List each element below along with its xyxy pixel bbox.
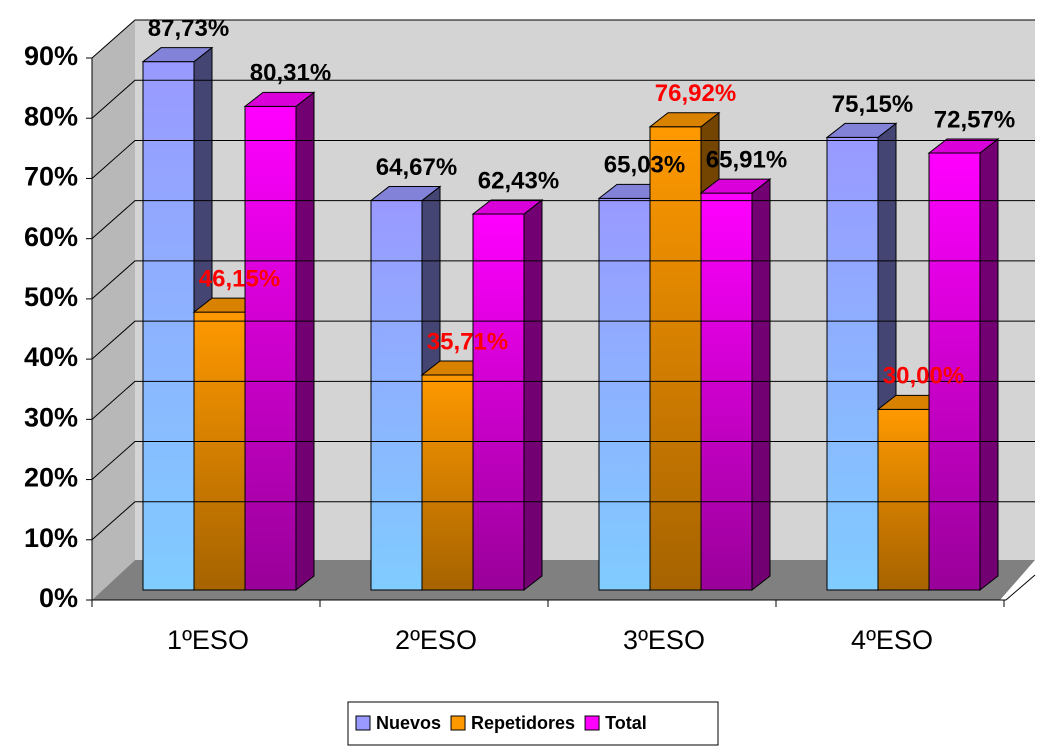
bar-top <box>243 91 316 107</box>
legend-swatch <box>355 715 371 731</box>
grid-line <box>91 19 1035 59</box>
back-wall <box>135 20 1035 560</box>
legend-label: Nuevos <box>376 713 441 733</box>
y-tick-label: 20% <box>24 463 78 493</box>
value-label: 64,67% <box>376 154 457 181</box>
bar <box>472 213 525 591</box>
bar <box>370 200 423 591</box>
bar <box>598 197 651 591</box>
y-tick-label: 0% <box>39 583 78 613</box>
bar <box>193 311 246 591</box>
bar <box>700 192 753 591</box>
value-label: 46,15% <box>199 265 280 292</box>
y-tick-label: 10% <box>24 523 78 553</box>
value-label: 30,00% <box>883 363 964 390</box>
grid-line <box>91 200 1035 240</box>
value-label: 62,43% <box>478 167 559 194</box>
bars <box>141 46 1000 592</box>
x-tick-label: 2ºESO <box>395 625 477 655</box>
bar <box>826 136 879 591</box>
floor-edge <box>1005 574 1036 601</box>
bar-top <box>648 112 721 128</box>
bar-side <box>979 137 999 592</box>
bar-top <box>471 199 544 215</box>
y-tick-label: 50% <box>24 282 78 312</box>
grid-line <box>91 79 1035 119</box>
bar <box>928 152 981 591</box>
value-label: 87,73% <box>148 15 229 42</box>
value-label: 76,92% <box>655 80 736 107</box>
y-tick-label: 90% <box>24 41 78 71</box>
value-label: 75,15% <box>832 91 913 118</box>
floor <box>92 560 1035 600</box>
bar-side <box>751 178 771 592</box>
legend-label: Repetidores <box>471 713 575 733</box>
value-label: 80,31% <box>250 60 331 87</box>
y-tick-label: 60% <box>24 222 78 252</box>
bar-top <box>141 47 214 63</box>
bar <box>244 105 297 591</box>
legend-label: Total <box>605 713 647 733</box>
bar <box>877 408 930 591</box>
legend-swatch <box>584 715 600 731</box>
y-tick-label: 70% <box>24 162 78 192</box>
bar-top <box>927 138 1000 154</box>
bar-side <box>295 91 315 592</box>
value-label: 65,03% <box>604 152 685 179</box>
bar-top <box>825 122 898 138</box>
grid-line <box>91 380 1035 420</box>
grid-line <box>91 139 1035 179</box>
bar-side <box>523 199 543 592</box>
y-tick-label: 80% <box>24 101 78 131</box>
legend-swatch <box>450 715 466 731</box>
grid-line <box>91 260 1035 300</box>
side-wall <box>92 20 135 600</box>
legend <box>347 701 719 746</box>
x-tick-label: 3ºESO <box>623 625 705 655</box>
grid-line <box>91 320 1035 360</box>
y-tick-label: 30% <box>24 402 78 432</box>
value-label: 65,91% <box>706 146 787 173</box>
x-tick-label: 4ºESO <box>851 625 933 655</box>
bar <box>421 374 474 591</box>
value-label: 72,57% <box>934 106 1015 133</box>
bar <box>649 126 702 591</box>
y-tick-label: 40% <box>24 342 78 372</box>
value-label: 35,71% <box>427 328 508 355</box>
grid-line <box>91 441 1035 480</box>
x-tick-label: 1ºESO <box>167 625 249 655</box>
grid-line <box>91 501 1035 541</box>
bar-top <box>699 178 772 194</box>
